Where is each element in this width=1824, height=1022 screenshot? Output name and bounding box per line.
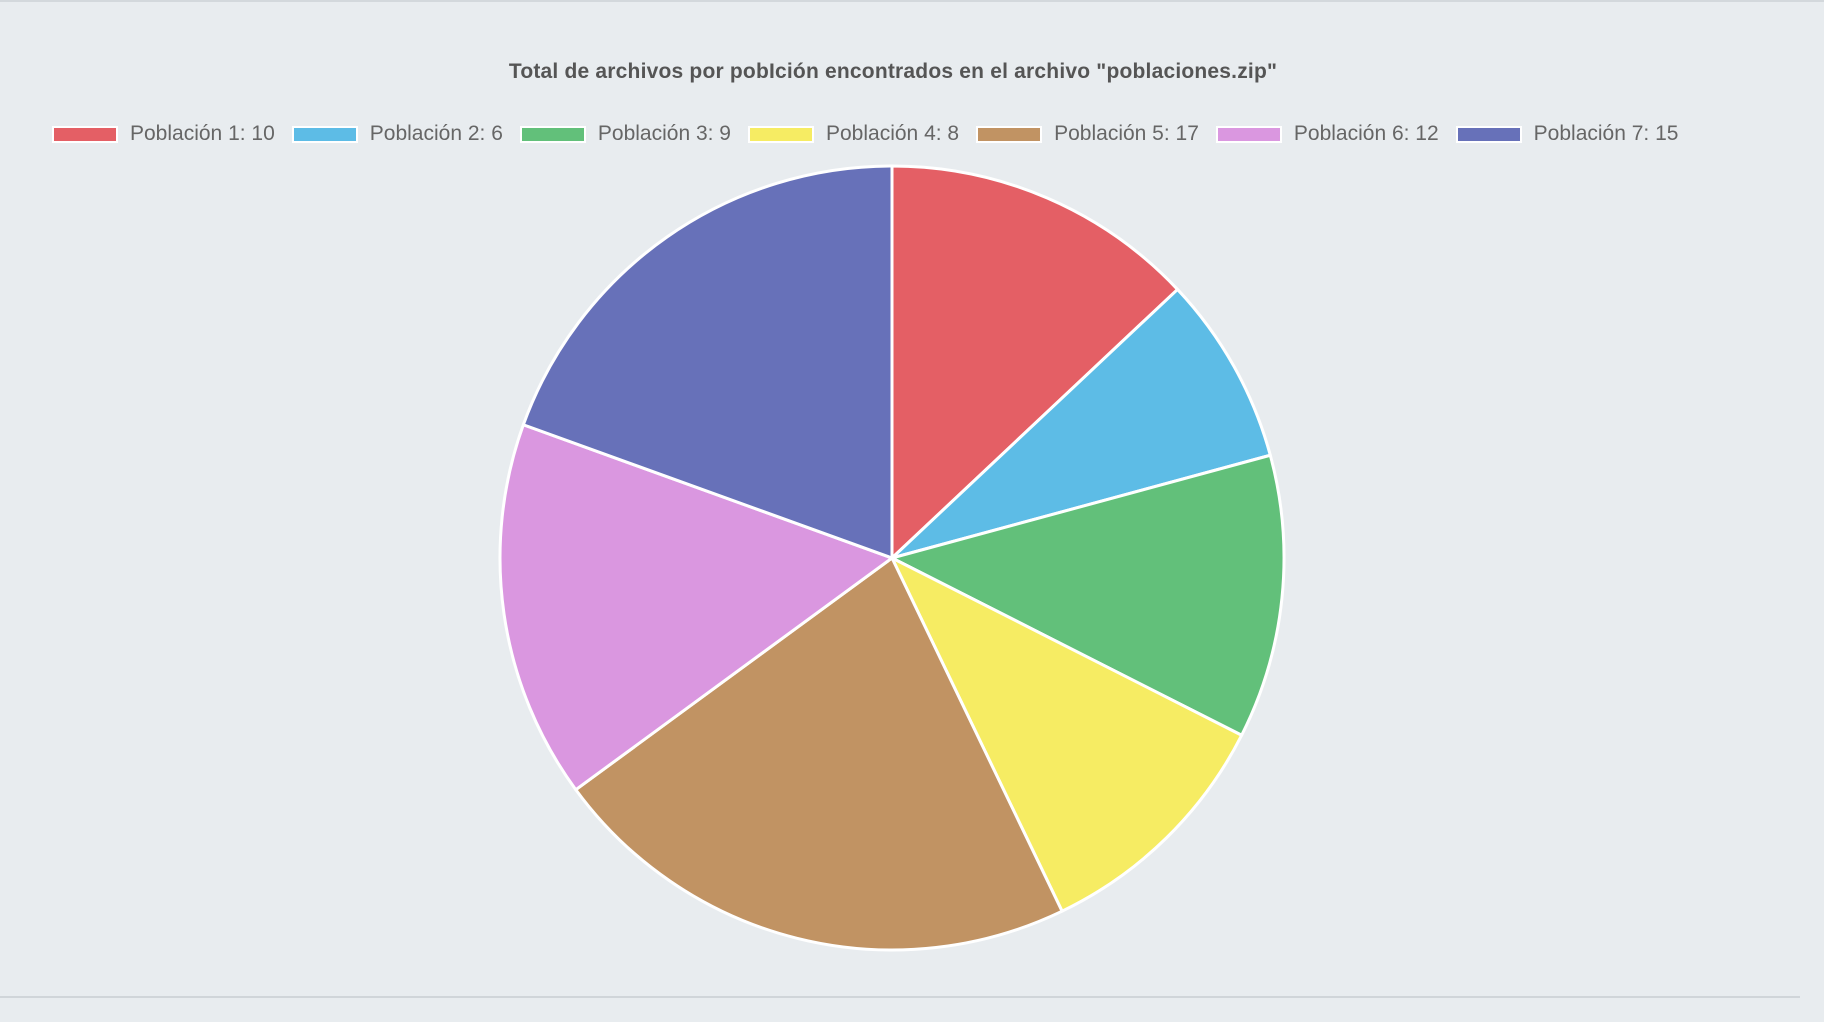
legend-swatch: [976, 125, 1043, 143]
legend-item-poblacion-7[interactable]: Población 7: 15: [1455, 122, 1679, 146]
pie-slice-4[interactable]: [890, 556, 1244, 913]
legend-label: Población 4: 8: [826, 122, 960, 145]
pie-slice-2[interactable]: [890, 287, 1272, 560]
legend-label: Población 2: 6: [369, 122, 503, 145]
legend-label: Población 6: 12: [1293, 122, 1439, 145]
legend-item-poblacion-4[interactable]: Población 4: 8: [748, 122, 959, 146]
legend-swatch: [1455, 125, 1522, 143]
top-divider: [0, 0, 1824, 2]
legend-label: Población 1: 10: [130, 122, 275, 145]
pie-slice-5[interactable]: [574, 556, 1064, 952]
pie-slice-3[interactable]: [890, 453, 1286, 737]
legend-item-poblacion-2[interactable]: Población 2: 6: [291, 122, 503, 146]
bottom-divider: [0, 996, 1800, 998]
legend-item-poblacion-3[interactable]: Población 3: 9: [519, 122, 731, 146]
chart-title: Total de archivos por pobIción encontrad…: [508, 60, 1278, 83]
legend-item-poblacion-1[interactable]: Población 1: 10: [52, 122, 275, 146]
legend-label: Población 5: 17: [1054, 122, 1199, 145]
legend-swatch: [291, 125, 358, 143]
legend-item-poblacion-6[interactable]: Población 6: 12: [1215, 122, 1439, 146]
legend-swatch: [519, 125, 586, 143]
pie-slice-1[interactable]: [890, 164, 1180, 560]
pie-slice-6[interactable]: [498, 423, 894, 792]
legend-item-poblacion-5[interactable]: Población 5: 17: [976, 122, 1199, 146]
legend-swatch: [748, 125, 814, 143]
pie-slice-7[interactable]: [521, 164, 894, 560]
legend-label: Población 7: 15: [1533, 122, 1679, 145]
legend-swatch: [1215, 125, 1282, 143]
legend-swatch: [52, 125, 118, 143]
legend-label: Población 3: 9: [597, 122, 731, 145]
chart-legend: Población 1: 10 Población 2: 6 Población…: [52, 119, 1695, 149]
